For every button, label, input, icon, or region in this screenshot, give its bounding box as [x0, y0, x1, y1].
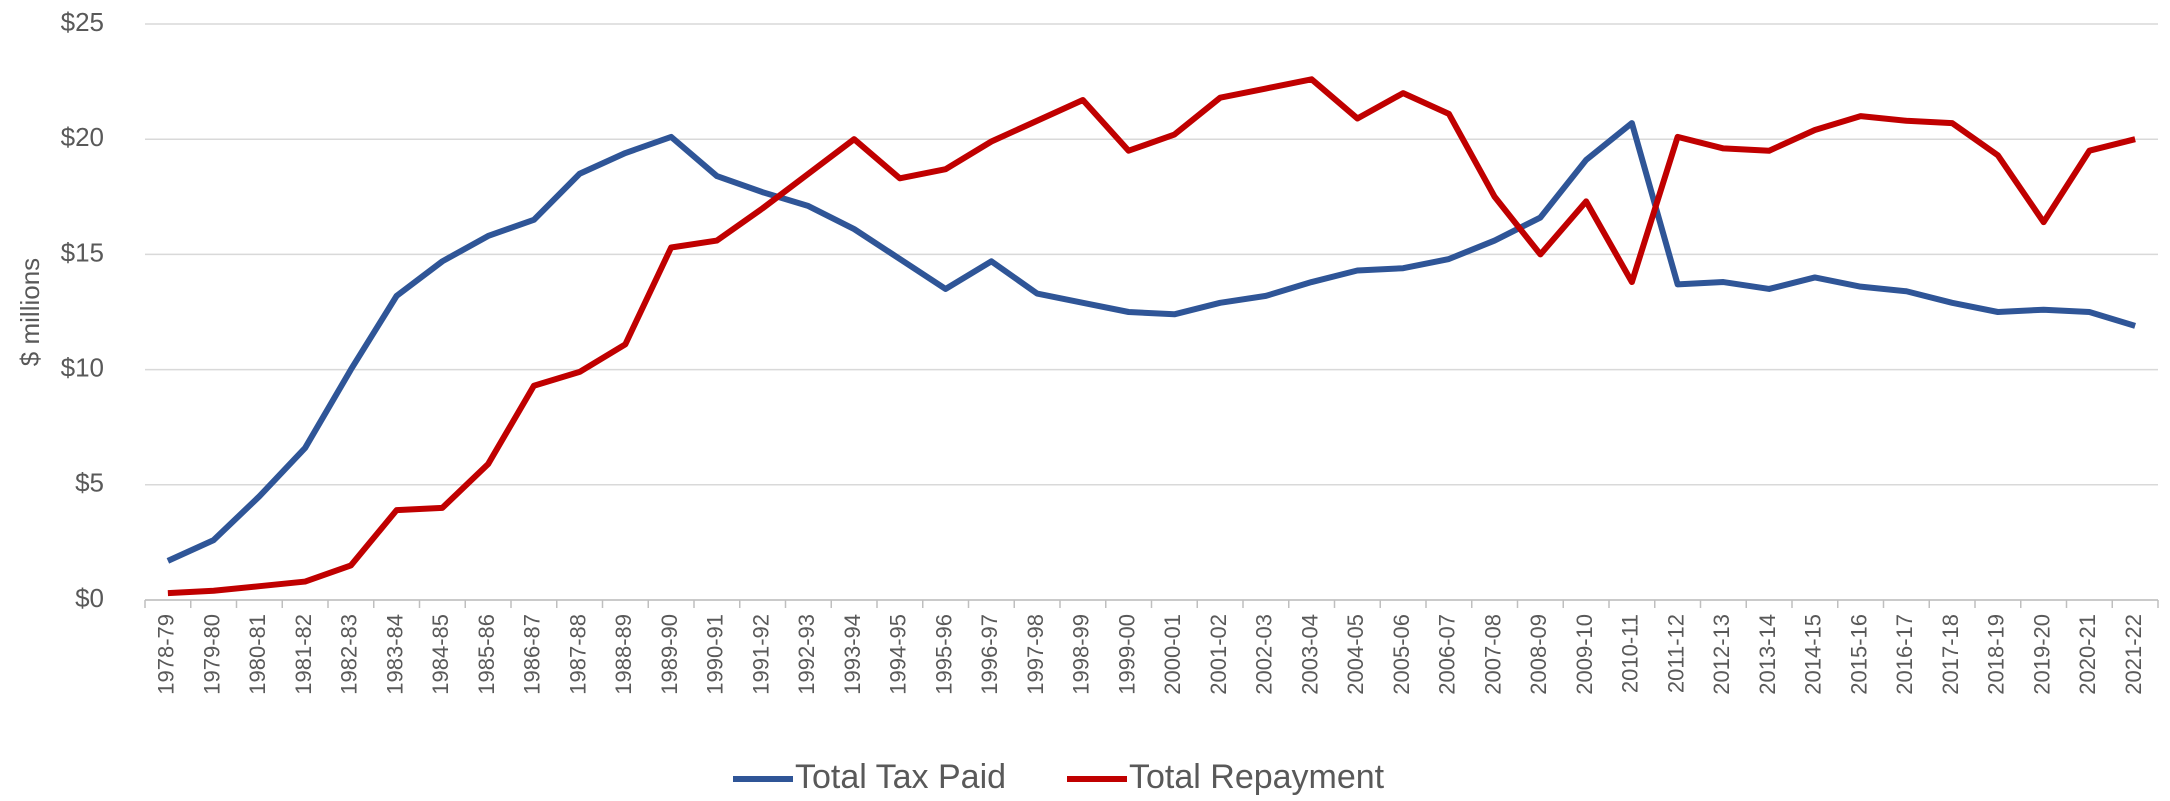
x-tick-label: 2014-15	[1801, 614, 1826, 695]
x-tick-label: 2018-19	[1984, 614, 2009, 695]
x-tick-label: 2016-17	[1892, 614, 1917, 695]
x-tick-label: 1999-00	[1114, 614, 1139, 695]
x-tick-label: 1986-87	[520, 614, 545, 695]
x-tick-label: 1992-93	[794, 614, 819, 695]
x-tick-label: 1991-92	[748, 614, 773, 695]
x-tick-label: 2002-03	[1252, 614, 1277, 695]
x-tick-label: 1985-86	[474, 614, 499, 695]
y-tick-label: $20	[61, 122, 104, 152]
x-tick-label: 1989-90	[657, 614, 682, 695]
x-tick-label: 1980-81	[245, 614, 270, 695]
x-tick-label: 1998-99	[1069, 614, 1094, 695]
x-tick-label: 1984-85	[428, 614, 453, 695]
x-tick-label: 1981-82	[291, 614, 316, 695]
x-tick-label: 2007-08	[1480, 614, 1505, 695]
x-tick-label: 1990-91	[703, 614, 728, 695]
x-tick-label: 1997-98	[1023, 614, 1048, 695]
x-tick-label: 2009-10	[1572, 614, 1597, 695]
x-tick-label: 2003-04	[1297, 614, 1322, 695]
legend-label: Total Repayment	[1129, 758, 1385, 796]
x-tick-label: 1988-89	[611, 614, 636, 695]
x-tick-label: 1979-80	[199, 614, 224, 695]
y-tick-label: $10	[61, 352, 104, 382]
x-tick-label: 1978-79	[154, 614, 179, 695]
x-tick-label: 2013-14	[1755, 614, 1780, 695]
x-tick-label: 2020-21	[2075, 614, 2100, 695]
x-tick-label: 2017-18	[1938, 614, 1963, 695]
x-tick-label: 2021-22	[2121, 614, 2146, 695]
x-tick-label: 2015-16	[1846, 614, 1871, 695]
x-tick-label: 2011-12	[1663, 614, 1688, 693]
y-tick-label: $5	[75, 468, 104, 498]
data-line	[166, 120, 2136, 564]
x-tick-label: 2000-01	[1160, 614, 1185, 695]
x-tick-label: 1994-95	[886, 614, 911, 695]
x-tick-label: 2008-09	[1526, 614, 1551, 695]
x-tick-label: 2004-05	[1343, 614, 1368, 695]
legend-label: Total Tax Paid	[795, 758, 1006, 796]
x-tick-label: 1983-84	[382, 614, 407, 695]
y-tick-label: $0	[75, 583, 104, 613]
x-tick-label: 1996-97	[977, 614, 1002, 695]
y-tick-label: $15	[61, 237, 104, 267]
x-tick-label: 1995-96	[931, 614, 956, 695]
x-tick-label: 1987-88	[565, 614, 590, 695]
x-tick-label: 2012-13	[1709, 614, 1734, 695]
y-tick-label: $25	[61, 7, 104, 37]
y-axis-label: $ millions	[15, 258, 45, 366]
x-tick-label: 2001-02	[1206, 614, 1231, 695]
x-tick-label: 2005-06	[1389, 614, 1414, 695]
data-line	[167, 76, 2136, 597]
x-tick-label: 2006-07	[1435, 614, 1460, 695]
x-tick-label: 2019-20	[2029, 614, 2054, 695]
x-tick-label: 2010-11	[1618, 614, 1643, 693]
x-tick-label: 1982-83	[337, 614, 362, 695]
x-tick-label: 1993-94	[840, 614, 865, 695]
